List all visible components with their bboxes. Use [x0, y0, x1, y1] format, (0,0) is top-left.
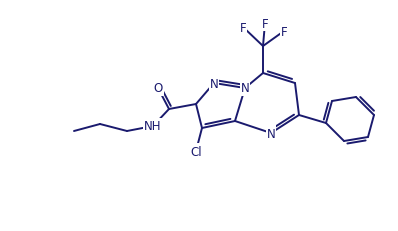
Text: N: N — [267, 127, 275, 140]
Text: NH: NH — [144, 120, 162, 133]
Text: F: F — [262, 17, 268, 30]
Text: N: N — [210, 77, 219, 90]
Text: F: F — [240, 21, 246, 34]
Text: N: N — [241, 82, 250, 95]
Text: F: F — [281, 25, 287, 38]
Text: Cl: Cl — [190, 145, 202, 158]
Text: O: O — [153, 82, 163, 95]
